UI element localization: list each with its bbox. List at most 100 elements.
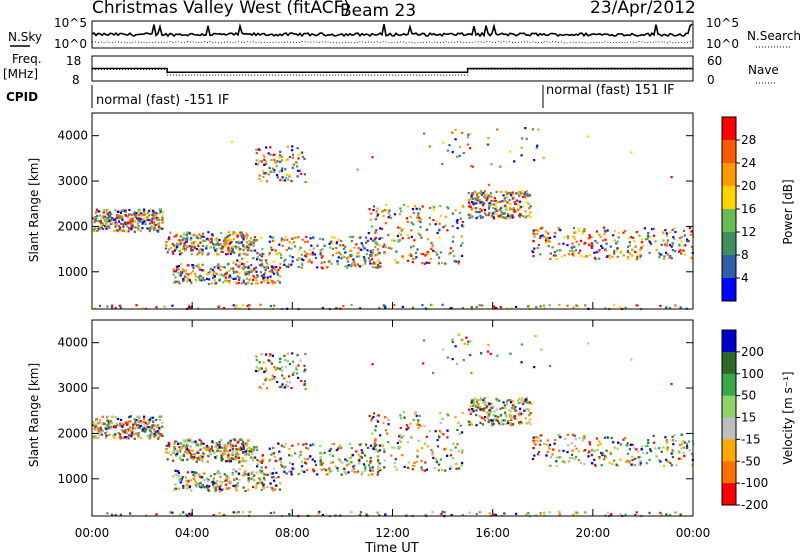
echo-cell xyxy=(133,226,136,229)
echo-cell xyxy=(343,255,346,259)
echo-cell xyxy=(525,215,528,218)
echo-cell xyxy=(188,305,191,308)
echo-cell xyxy=(523,193,526,196)
echo-cell xyxy=(237,456,240,459)
echo-cell xyxy=(418,207,421,210)
echo-cell xyxy=(525,397,529,400)
echo-cell xyxy=(246,234,249,237)
echo-cell xyxy=(125,436,128,439)
echo-cell xyxy=(101,423,104,426)
echo-cell xyxy=(249,237,253,240)
echo-cell xyxy=(291,352,294,355)
echo-cell xyxy=(493,203,496,206)
echo-cell xyxy=(374,429,377,432)
echo-cell xyxy=(275,253,278,256)
echo-cell xyxy=(457,333,460,336)
echo-cell xyxy=(273,446,276,450)
echo-cell xyxy=(472,197,475,200)
echo-cell xyxy=(228,242,232,245)
echo-cell xyxy=(198,455,201,459)
echo-cell xyxy=(149,430,152,433)
echo-cell xyxy=(178,442,181,445)
echo-cell xyxy=(454,209,457,212)
echo-cell xyxy=(231,471,234,475)
echo-cell xyxy=(353,464,356,467)
echo-cell xyxy=(195,485,198,488)
echo-cell xyxy=(515,192,518,195)
echo-cell xyxy=(666,449,669,452)
echo-cell xyxy=(649,448,652,451)
echo-cell xyxy=(179,274,182,277)
echo-cell xyxy=(567,237,570,240)
echo-cell xyxy=(679,250,683,253)
echo-cell xyxy=(442,226,445,229)
echo-cell xyxy=(230,457,234,460)
echo-cell xyxy=(530,402,533,405)
echo-cell xyxy=(479,190,483,193)
echo-cell xyxy=(475,211,478,214)
echo-cell xyxy=(599,442,602,445)
echo-cell xyxy=(323,451,326,454)
echo-cell xyxy=(234,232,237,235)
echo-cell xyxy=(243,454,246,457)
echo-cell xyxy=(291,145,294,148)
freq-left-tick-bottom: 8 xyxy=(72,73,80,87)
echo-cell xyxy=(327,467,330,470)
echo-cell xyxy=(283,386,287,389)
echo-cell xyxy=(482,204,485,207)
echo-cell xyxy=(152,428,156,431)
echo-cell xyxy=(286,173,289,176)
echo-cell xyxy=(381,210,384,213)
echo-cell xyxy=(155,218,158,221)
echo-cell xyxy=(137,212,140,215)
echo-cell xyxy=(459,432,462,435)
echo-cell xyxy=(108,226,111,229)
echo-cell xyxy=(205,444,209,448)
echo-cell xyxy=(519,401,522,404)
echo-cell xyxy=(419,209,422,212)
echo-cell xyxy=(244,489,247,493)
echo-cell xyxy=(235,511,238,514)
echo-cell xyxy=(536,232,539,235)
echo-cell xyxy=(122,423,125,426)
echo-cell xyxy=(285,385,288,388)
echo-cell xyxy=(279,457,282,460)
echo-cell xyxy=(431,451,434,454)
echo-cell xyxy=(372,447,375,450)
echo-cell xyxy=(177,243,181,246)
echo-cell xyxy=(461,307,464,310)
echo-cell xyxy=(593,256,597,259)
echo-cell xyxy=(198,266,201,270)
echo-cell xyxy=(378,514,381,517)
echo-cell xyxy=(269,304,272,308)
echo-cell xyxy=(210,282,214,285)
echo-cell xyxy=(338,458,341,461)
echo-cell xyxy=(139,420,142,423)
echo-cell xyxy=(413,239,416,242)
echo-cell xyxy=(119,437,122,440)
echo-cell xyxy=(510,414,513,418)
echo-cell xyxy=(615,463,618,466)
echo-cell xyxy=(148,437,152,440)
echo-cell xyxy=(415,460,418,463)
echo-cell xyxy=(478,415,481,418)
echo-cell xyxy=(590,453,593,456)
echo-cell xyxy=(312,247,315,250)
echo-cell xyxy=(420,425,423,428)
echo-cell xyxy=(252,241,255,244)
echo-cell xyxy=(137,424,140,427)
echo-cell xyxy=(261,454,264,457)
echo-cell xyxy=(566,304,569,307)
y-tick-label: 1000 xyxy=(57,472,88,486)
echo-cell xyxy=(98,226,101,229)
echo-cell xyxy=(456,219,459,222)
echo-cell xyxy=(524,191,527,194)
echo-cell xyxy=(459,424,462,427)
echo-cell xyxy=(107,424,110,427)
echo-cell xyxy=(502,194,505,197)
echo-cell xyxy=(211,440,214,443)
echo-cell xyxy=(288,513,291,516)
echo-cell xyxy=(178,239,181,242)
echo-cell xyxy=(254,456,257,459)
